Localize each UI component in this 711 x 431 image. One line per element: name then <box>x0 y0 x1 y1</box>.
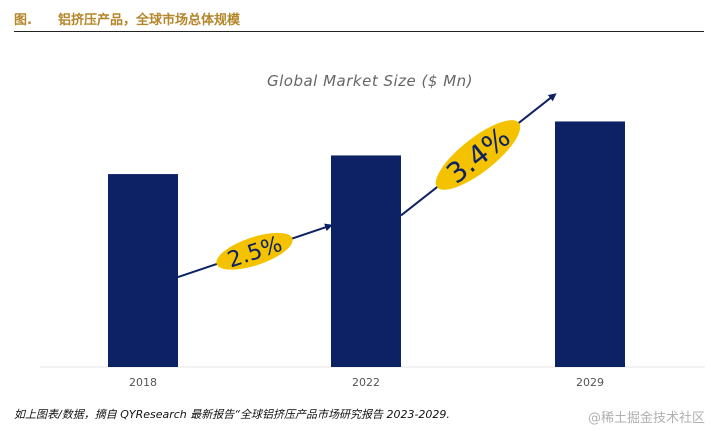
x-tick-2029: 2029 <box>576 376 604 389</box>
growth-badge-2: 3.4% <box>435 120 521 190</box>
bar-2022 <box>331 155 401 367</box>
growth-badge-1: 2.5% <box>216 232 293 273</box>
figure-title: 铝挤压产品，全球市场总体规模 <box>57 13 240 28</box>
header-divider <box>14 31 704 32</box>
bar-2018 <box>108 174 178 367</box>
bars-layer <box>108 121 625 367</box>
growth-badge-shape <box>435 120 521 190</box>
figure-header: 图. 铝挤压产品，全球市场总体规模 <box>14 9 240 28</box>
source-note: 如上图表/数据，摘自 QYResearch 最新报告“全球铝挤压产品市场研究报告… <box>14 408 450 421</box>
x-tick-2022: 2022 <box>352 376 380 389</box>
bar-2029 <box>555 121 625 367</box>
x-tick-labels: 2018 2022 2029 <box>129 376 604 389</box>
x-tick-2018: 2018 <box>129 376 157 389</box>
growth-badge-shape <box>216 232 293 270</box>
figure-label: 图. <box>14 13 32 28</box>
watermark: @稀土掘金技术社区 <box>587 411 705 426</box>
chart-title: Global Market Size ($ Mn) <box>267 72 473 90</box>
